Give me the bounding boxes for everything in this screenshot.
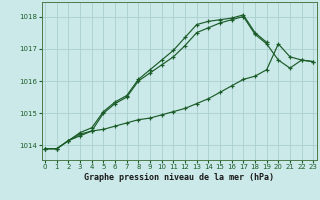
X-axis label: Graphe pression niveau de la mer (hPa): Graphe pression niveau de la mer (hPa) — [84, 173, 274, 182]
